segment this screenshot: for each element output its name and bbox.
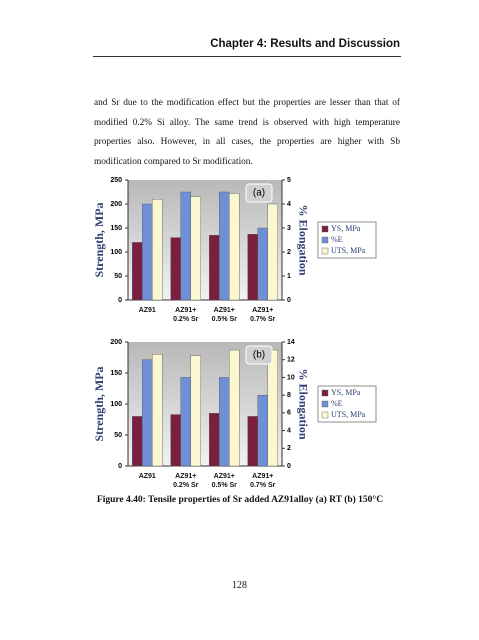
bar (170, 414, 181, 467)
y2-tick-label: 1 (287, 273, 291, 280)
y2-tick-label: 12 (287, 357, 295, 364)
y-tick-label: 0 (118, 463, 122, 470)
y-tick-label: 200 (110, 339, 122, 346)
legend-swatch (321, 389, 329, 397)
bar (190, 355, 201, 467)
bar (247, 234, 258, 301)
header-rule (93, 56, 401, 57)
bar (142, 359, 153, 467)
x-tick-label: AZ91+ 0.2% Sr (173, 307, 199, 323)
annotation-box (245, 183, 273, 203)
y-axis-label: Strength, MPa (92, 366, 106, 441)
y2-tick-label: 3 (287, 225, 291, 232)
bar (229, 193, 240, 301)
annotation-box (245, 345, 273, 365)
legend-swatch (321, 236, 329, 244)
y-tick-label: 0 (118, 297, 122, 304)
annotation: (a) (253, 188, 265, 199)
page-number: 128 (232, 580, 247, 591)
bar (152, 198, 163, 301)
y2-tick-label: 6 (287, 410, 291, 417)
y2-tick-label: 0 (287, 297, 291, 304)
legend-swatch (321, 225, 329, 233)
bar (257, 394, 268, 467)
legend-swatch (321, 411, 329, 419)
x-tick-label: AZ91+ 0.7% Sr (250, 307, 276, 323)
y-tick-label: 50 (114, 432, 122, 439)
y2-tick-label: 10 (287, 374, 295, 381)
y2-tick-label: 4 (287, 201, 291, 208)
bar (209, 234, 220, 301)
legend-label: %E (331, 235, 343, 244)
y2-axis-label: % Elongation (296, 204, 310, 275)
bar (209, 413, 220, 467)
y-axis-label: Strength, MPa (92, 202, 106, 277)
y-tick-label: 100 (110, 249, 122, 256)
legend-swatch (321, 400, 329, 408)
bar (257, 227, 268, 301)
x-tick-label: AZ91+ 0.7% Sr (250, 473, 276, 489)
bar (152, 354, 163, 467)
bar (132, 242, 143, 301)
y-tick-label: 200 (110, 201, 122, 208)
bar (229, 349, 240, 467)
bar (267, 203, 278, 301)
legend-swatch (321, 247, 329, 255)
y-tick-label: 250 (110, 177, 122, 184)
y2-tick-label: 2 (287, 249, 291, 256)
legend-label: UTS, MPa (331, 246, 366, 255)
body-paragraph: and Sr due to the modification effect bu… (94, 98, 400, 167)
legend-label: YS, MPa (331, 224, 361, 233)
y2-tick-label: 14 (287, 339, 295, 346)
x-tick-label: AZ91 (138, 473, 156, 480)
y-tick-label: 100 (110, 401, 122, 408)
legend-label: UTS, MPa (331, 410, 366, 419)
y2-tick-label: 0 (287, 463, 291, 470)
bar (190, 196, 201, 301)
y2-tick-label: 8 (287, 392, 291, 399)
y2-tick-label: 5 (287, 177, 291, 184)
legend-label: %E (331, 399, 343, 408)
bar (132, 416, 143, 467)
y-tick-label: 50 (114, 273, 122, 280)
y-tick-label: 150 (110, 370, 122, 377)
y2-tick-label: 4 (287, 427, 291, 434)
x-tick-label: AZ91 (138, 307, 156, 314)
annotation: (b) (253, 350, 265, 361)
bar (142, 203, 153, 301)
figure-caption: Figure 4.40: Tensile properties of Sr ad… (96, 495, 384, 505)
x-tick-label: AZ91+ 0.2% Sr (173, 473, 199, 489)
x-tick-label: AZ91+ 0.5% Sr (211, 473, 237, 489)
y-tick-label: 150 (110, 225, 122, 232)
legend-label: YS, MPa (331, 388, 361, 397)
chapter-header: Chapter 4: Results and Discussion (210, 38, 400, 50)
bar (247, 416, 258, 467)
y2-tick-label: 2 (287, 445, 291, 452)
bar (170, 237, 181, 301)
bar (180, 191, 191, 301)
bar (180, 377, 191, 467)
bar (267, 349, 278, 467)
bar (219, 377, 230, 467)
x-tick-label: AZ91+ 0.5% Sr (211, 307, 237, 323)
y2-axis-label: % Elongation (296, 368, 310, 439)
bar (219, 191, 230, 301)
